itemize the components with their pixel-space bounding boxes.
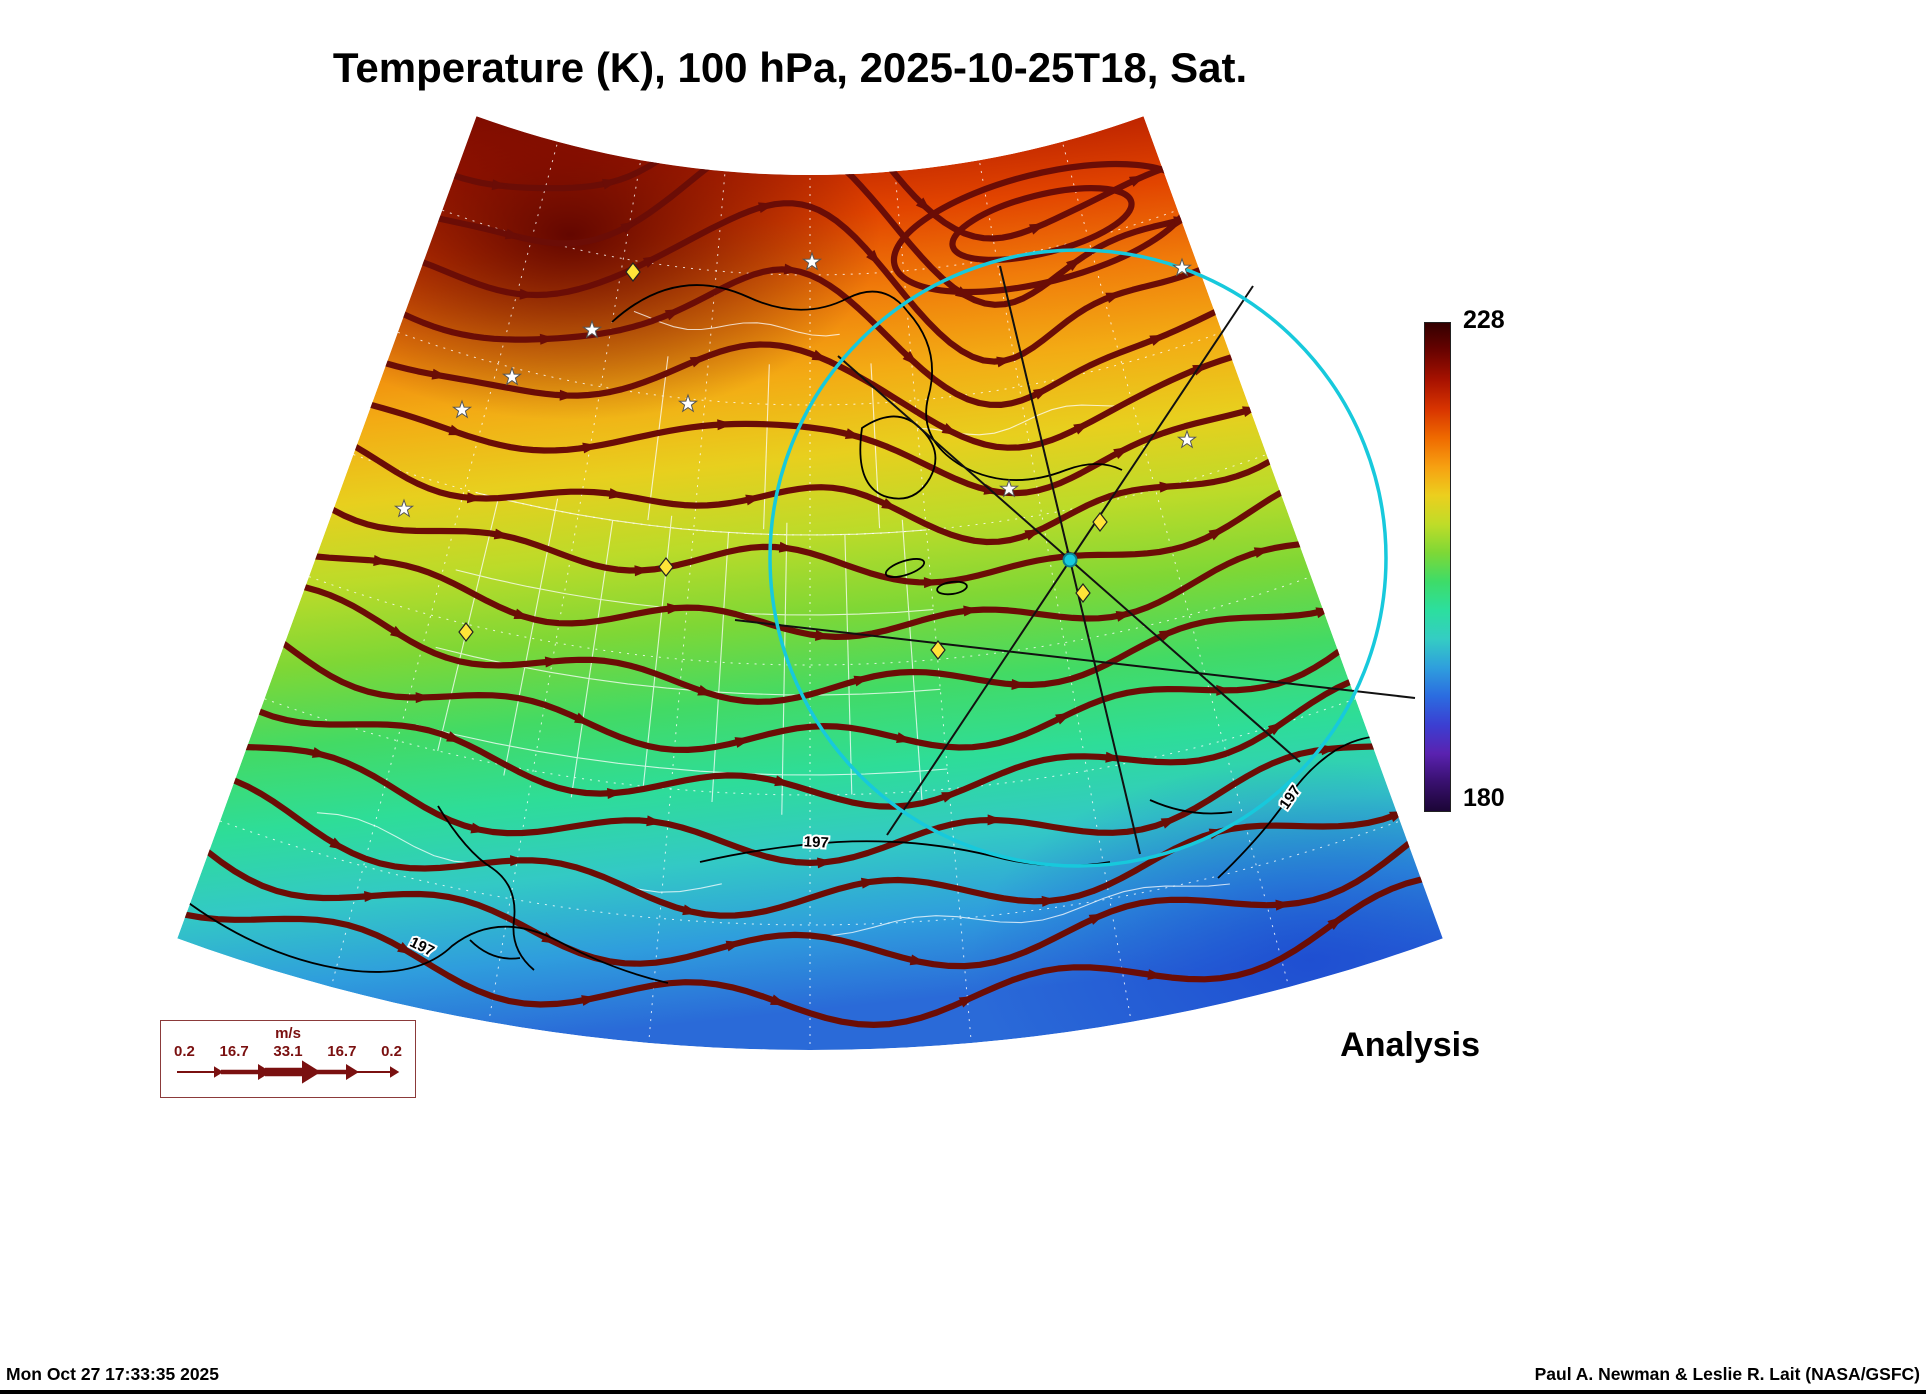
diamond-marker — [1075, 583, 1091, 603]
analysis-circle — [768, 248, 1388, 868]
wind-scale-arrowhead — [214, 1066, 224, 1078]
wind-scale-arrowhead — [258, 1063, 271, 1081]
colorbar-max-label: 228 — [1463, 306, 1505, 334]
star-marker — [581, 319, 603, 339]
analysis-label: Analysis — [1340, 1026, 1480, 1064]
streamline-arrowheads — [311, 139, 1406, 1008]
wind-scale-arrowhead — [390, 1066, 400, 1078]
wind-speed-value: 33.1 — [273, 1043, 303, 1060]
station-markers — [393, 251, 1198, 660]
contour-label: 197 — [803, 833, 829, 851]
wind-legend-arrow — [177, 1060, 400, 1084]
star-marker — [677, 393, 699, 413]
wind-scale-arrowhead — [346, 1063, 359, 1081]
star-marker — [393, 498, 415, 518]
diamond-marker — [458, 622, 474, 642]
coastlines-contours — [181, 284, 1401, 984]
wind-speed-value: 0.2 — [381, 1043, 402, 1060]
star-marker — [501, 366, 523, 386]
wind-speed-value: 16.7 — [219, 1043, 249, 1060]
star-marker — [451, 399, 473, 419]
footer-bar: Mon Oct 27 17:33:35 2025 Paul A. Newman … — [6, 1364, 1920, 1385]
bottom-border — [0, 1390, 1926, 1394]
wind-speed-value: 16.7 — [327, 1043, 357, 1060]
star-marker — [1176, 429, 1198, 449]
footer-timestamp: Mon Oct 27 17:33:35 2025 — [6, 1364, 220, 1384]
diamond-marker — [1092, 512, 1108, 532]
wind-legend-unit: m/s — [275, 1025, 301, 1042]
footer-credit: Paul A. Newman & Leslie R. Lait (NASA/GS… — [1534, 1364, 1920, 1384]
chart-title: Temperature (K), 100 hPa, 2025-10-25T18,… — [332, 44, 1248, 91]
wind-speed-value: 0.2 — [174, 1043, 195, 1060]
diamond-marker — [625, 262, 641, 282]
analysis-overlay — [734, 248, 1416, 868]
diamond-marker — [930, 640, 946, 660]
star-marker — [801, 251, 823, 271]
colorbar-min-label: 180 — [1463, 784, 1505, 812]
star-marker — [998, 478, 1020, 498]
wind-legend-values: 0.2 16.7 33.1 16.7 0.2 — [161, 1043, 415, 1060]
trajectory-line — [734, 619, 1416, 699]
star-marker — [1171, 257, 1193, 277]
wind-speed-legend: m/s 0.2 16.7 33.1 16.7 0.2 — [160, 1020, 416, 1098]
colorbar-gradient — [1424, 322, 1451, 812]
diamond-marker — [658, 557, 674, 577]
analysis-circle-center — [1062, 552, 1078, 568]
